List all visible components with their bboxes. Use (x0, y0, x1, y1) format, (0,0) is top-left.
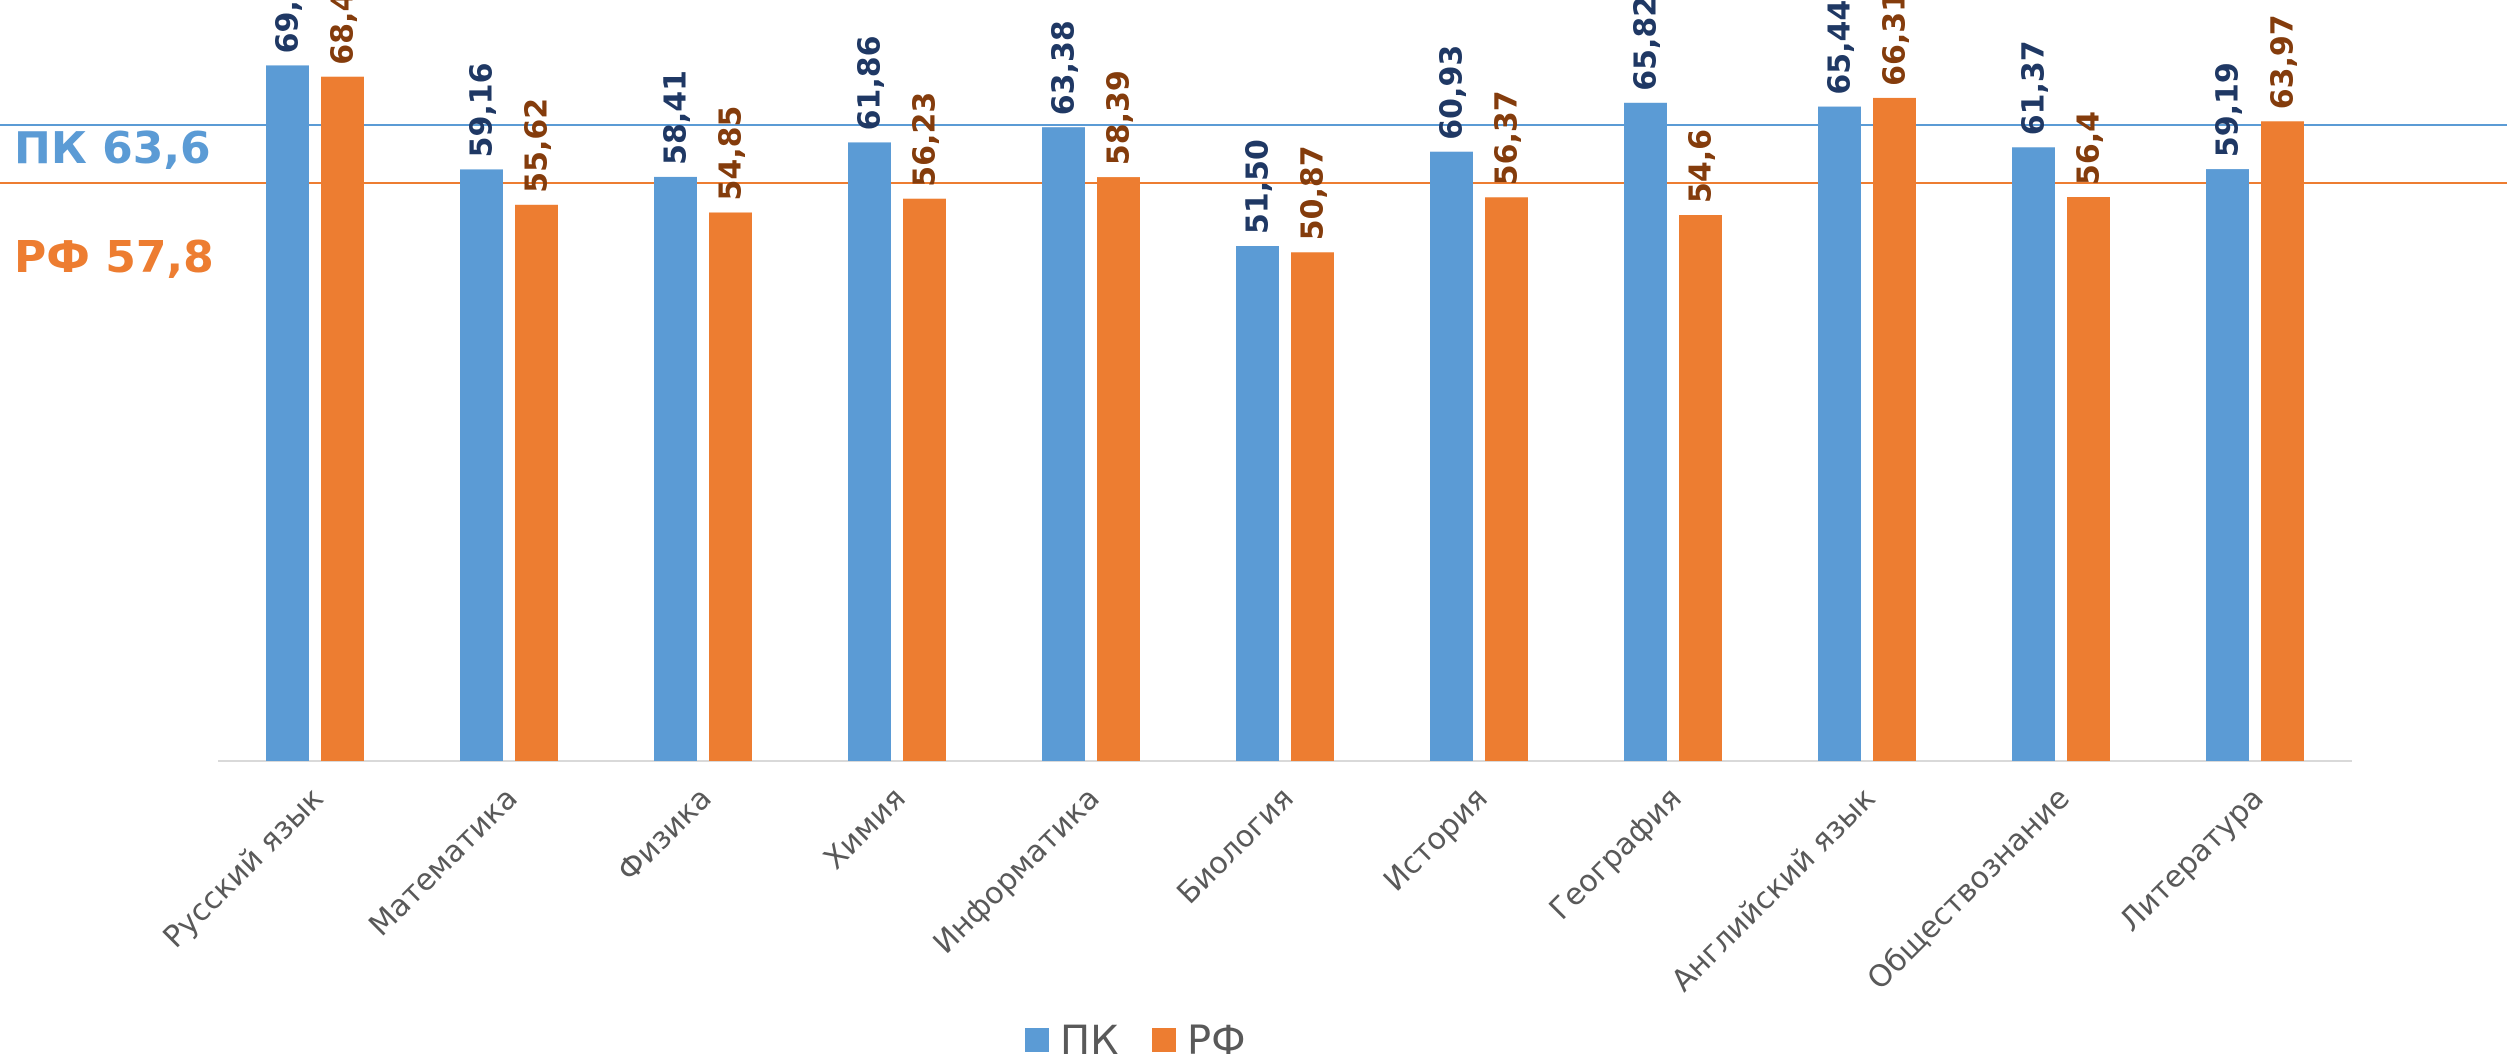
reference-label-pk: ПК 63,6 (14, 123, 211, 174)
value-label-rf-5: 50,87 (1296, 145, 1331, 240)
category-label-5: Биология (1170, 781, 1300, 911)
bar-pk-2 (654, 176, 697, 761)
category-label-4: Информатика (927, 781, 1107, 961)
value-label-rf-2: 54,85 (714, 106, 749, 201)
value-label-pk-6: 60,93 (1435, 45, 1470, 140)
category-label-9: Обществознание (1861, 781, 2077, 997)
category-label-8: Английский язык (1665, 781, 1883, 999)
bar-pk-4 (1042, 127, 1085, 761)
value-label-rf-0: 68,43 (326, 0, 361, 65)
bar-rf-7 (1679, 215, 1722, 761)
value-label-pk-7: 65,82 (1629, 0, 1664, 91)
legend-swatch-pk (1025, 1028, 1049, 1052)
reference-label-rf: РФ 57,8 (14, 232, 214, 283)
bar-pk-3 (848, 142, 891, 761)
bar-rf-6 (1485, 197, 1528, 762)
value-label-rf-7: 54,6 (1684, 129, 1719, 203)
value-label-rf-1: 55,62 (520, 98, 555, 193)
value-label-rf-9: 56,4 (2072, 111, 2107, 185)
bar-pk-1 (460, 169, 503, 761)
bar-rf-1 (515, 204, 558, 762)
bar-pk-8 (1818, 106, 1861, 762)
category-label-6: История (1377, 781, 1495, 899)
bar-pk-7 (1624, 102, 1667, 762)
bar-pk-9 (2012, 147, 2055, 762)
category-labels-group: Русский язык Математика Физика Химия Информа… (156, 781, 2270, 999)
value-label-rf-10: 63,97 (2266, 14, 2301, 109)
value-label-rf-6: 56,37 (1490, 90, 1525, 185)
value-label-rf-8: 66,31 (1878, 0, 1913, 86)
bar-rf-9 (2067, 197, 2110, 761)
value-label-pk-0: 69,56 (271, 0, 306, 53)
value-label-pk-9: 61,37 (2017, 40, 2052, 135)
value-label-pk-3: 61,86 (853, 35, 888, 130)
legend-label-pk: ПК (1060, 1018, 1118, 1061)
value-label-pk-4: 63,38 (1047, 20, 1082, 115)
bar-pk-0 (266, 65, 309, 761)
bars-group (266, 65, 2304, 762)
bar-rf-5 (1291, 252, 1334, 762)
bar-rf-2 (709, 212, 752, 761)
value-label-pk-8: 65,44 (1823, 0, 1858, 95)
category-label-7: География (1543, 781, 1689, 927)
bar-rf-8 (1873, 97, 1916, 761)
category-label-2: Физика (611, 781, 719, 889)
bar-rf-0 (321, 76, 364, 761)
category-label-1: Математика (362, 781, 524, 943)
category-label-3: Химия (817, 781, 913, 877)
value-label-pk-10: 59,19 (2211, 62, 2246, 157)
legend-swatch-rf (1152, 1028, 1176, 1052)
value-labels-group: 69,56 68,43 59,16 55,62 58,41 54,85 61,86 56,23… (271, 0, 2301, 240)
bar-rf-10 (2261, 121, 2304, 762)
bar-rf-4 (1097, 177, 1140, 762)
value-label-pk-2: 58,41 (659, 70, 694, 165)
value-label-rf-3: 56,23 (908, 92, 943, 187)
bar-rf-3 (903, 198, 946, 761)
legend: ПК РФ (1025, 1018, 1246, 1061)
bar-pk-5 (1236, 246, 1279, 761)
bar-pk-10 (2206, 169, 2249, 762)
category-label-10: Литература (2113, 781, 2271, 939)
category-label-0: Русский язык (156, 781, 330, 955)
reference-lines: ПК 63,6 РФ 57,8 (0, 123, 2507, 283)
value-label-pk-5: 51,50 (1241, 139, 1276, 234)
value-label-rf-4: 58,39 (1102, 70, 1137, 165)
value-label-pk-1: 59,16 (465, 62, 500, 157)
bar-pk-6 (1430, 151, 1473, 761)
legend-label-rf: РФ (1187, 1018, 1246, 1061)
